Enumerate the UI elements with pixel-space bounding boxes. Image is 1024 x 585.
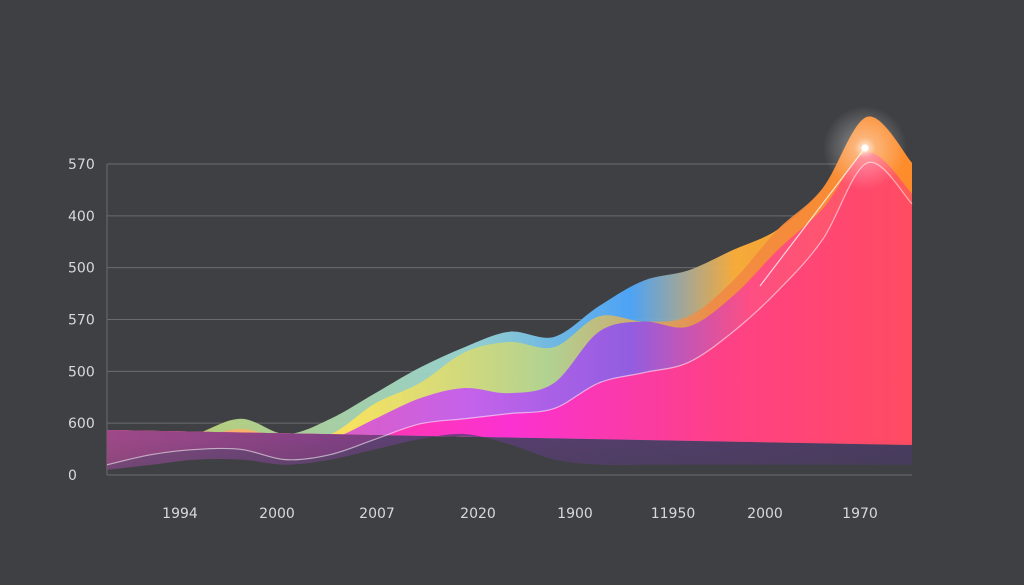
y-tick-label: 500 [68, 261, 95, 277]
highlight-line [106, 161, 913, 466]
peak-highlight [823, 106, 907, 190]
x-tick-label: 1900 [557, 506, 593, 522]
x-tick-label: 11950 [651, 506, 696, 522]
area-series-5 [107, 430, 912, 470]
x-tick-label: 2000 [259, 506, 295, 522]
y-tick-label: 500 [68, 364, 95, 380]
x-tick-label: 1994 [162, 506, 198, 522]
x-tick-label: 2000 [747, 506, 783, 522]
axis-ticks: 570 400 500 570 500 600 0 1994 2000 2007 2020 1900 1… [68, 157, 878, 522]
x-tick-label: 2020 [460, 506, 496, 522]
x-tick-label: 1970 [842, 506, 878, 522]
y-tick-label: 0 [68, 468, 77, 484]
area-series-4 [107, 162, 912, 465]
x-tick-label: 2007 [359, 506, 395, 522]
y-tick-label: 570 [68, 313, 95, 329]
y-tick-label: 400 [68, 209, 95, 225]
peak-point [861, 144, 869, 152]
area-series [107, 116, 912, 470]
y-tick-label: 600 [68, 416, 95, 432]
y-tick-label: 570 [68, 157, 95, 173]
